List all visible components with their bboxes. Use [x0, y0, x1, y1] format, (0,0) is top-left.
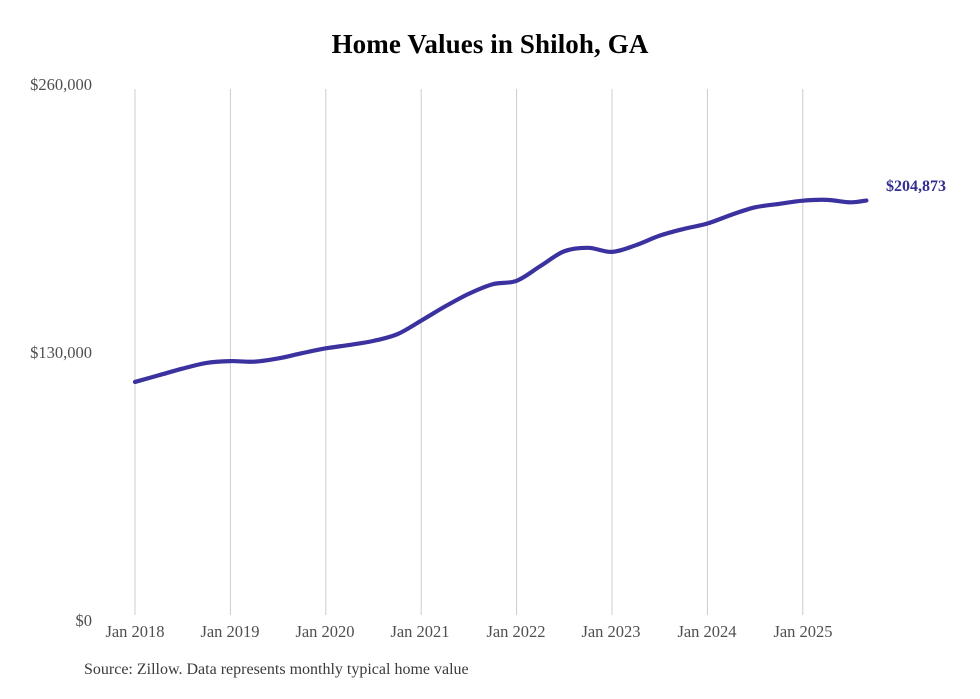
- x-axis-tick-label-jan-2018: Jan 2018: [105, 622, 165, 641]
- x-axis-tick-label-jan-2024: Jan 2024: [677, 622, 737, 641]
- chart-title: Home Values in Shiloh, GA: [331, 29, 649, 59]
- y-axis-tick-label-mid: $130,000: [30, 343, 92, 362]
- source-note: Source: Zillow. Data represents monthly …: [84, 661, 469, 678]
- x-axis-tick-label-jan-2021: Jan 2021: [390, 622, 450, 641]
- data-line-series: [132, 197, 869, 385]
- x-axis-tick-label-jan-2019: Jan 2019: [200, 622, 260, 641]
- x-axis-tick-label-jan-2023: Jan 2023: [581, 622, 641, 641]
- end-value-annotation: $204,873: [886, 178, 946, 195]
- x-axis-tick-label-jan-2025: Jan 2025: [773, 622, 833, 641]
- y-axis-tick-label-top: $260,000: [30, 75, 92, 94]
- x-axis-tick-label-jan-2022: Jan 2022: [486, 622, 546, 641]
- y-axis-tick-label-bottom: $0: [75, 611, 93, 630]
- vertical-gridlines: [134, 89, 804, 615]
- x-axis-tick-label-jan-2020: Jan 2020: [295, 622, 355, 641]
